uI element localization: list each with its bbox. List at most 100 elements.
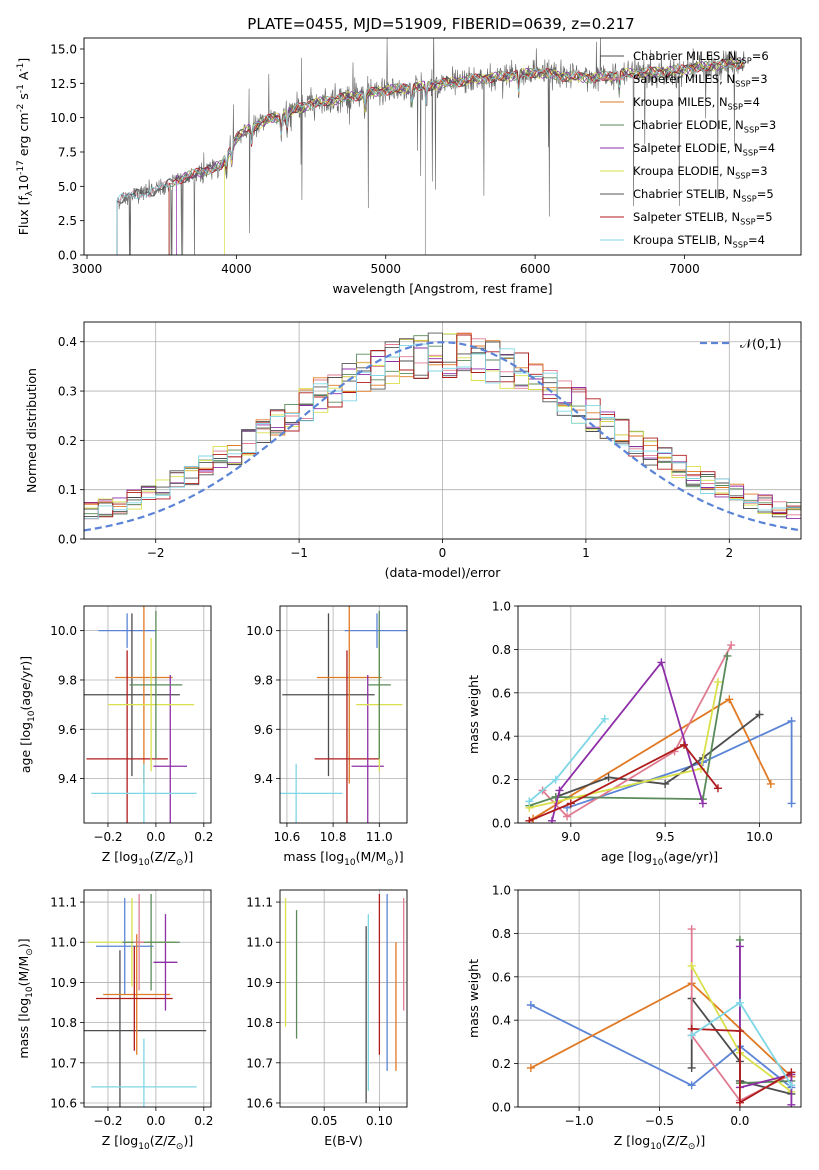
spectrum-model-line	[168, 59, 744, 255]
spectrum-model-line	[223, 58, 745, 255]
y-tick-label: 10.0	[50, 624, 77, 638]
x-tick-label: 10.0	[746, 830, 773, 844]
y-tick-label: 9.6	[254, 723, 273, 737]
y-tick-label: 10.8	[50, 1016, 77, 1030]
mass-vs-Z-frame	[83, 889, 212, 1108]
weight-series-marker	[727, 641, 736, 650]
age-vs-Z-frame	[83, 605, 212, 824]
x-tick-label: 0	[439, 546, 447, 560]
weight-series	[538, 641, 736, 821]
legend-entry: Kroupa ELODIE, NSSP​=3	[633, 164, 768, 180]
y-tick-label: 11.0	[246, 936, 273, 950]
weight-series-marker	[604, 773, 613, 782]
mass-vs-EBV-frame	[279, 889, 408, 1108]
errorbar-point	[115, 606, 173, 784]
weight-series-marker	[687, 961, 696, 970]
weight-series	[687, 1024, 796, 1107]
y-tick-label: 0.8	[492, 643, 511, 657]
x-tick-label: 2	[725, 546, 733, 560]
y-axis-label: mass weight	[466, 675, 481, 754]
weight-series-marker	[725, 695, 734, 704]
y-tick-label: 10.9	[50, 976, 77, 990]
y-tick-label: 0.1	[58, 483, 77, 497]
y-tick-label: 0.2	[58, 434, 77, 448]
errorbar-point	[316, 606, 382, 784]
residuals-axes: −2 −1 0 1 2 0.0 0.1 0.2 0.3 0.4 (data-model)/error…	[24, 321, 802, 580]
x-tick-label: 9.0	[561, 830, 580, 844]
errorbar-point	[103, 934, 171, 1055]
y-tick-label: 0.0	[58, 249, 77, 263]
x-tick-label: −1.0	[565, 1114, 594, 1128]
y-tick-label: 0.2	[492, 1057, 511, 1071]
figure-title: PLATE=0455, MJD=51909, FIBERID=0639, z=0…	[247, 15, 634, 33]
errorbar-point	[95, 898, 154, 995]
weight-vs-Z-marks	[526, 925, 796, 1107]
y-tick-label: 2.5	[58, 214, 77, 228]
errorbar-point	[314, 650, 380, 823]
x-tick-label: 10.8	[320, 830, 347, 844]
y-tick-label: 9.8	[58, 673, 77, 687]
weight-series-marker	[755, 710, 764, 719]
weight-series-marker	[735, 942, 744, 951]
weight-series-marker	[566, 799, 575, 808]
y-tick-label: 7.5	[58, 145, 77, 159]
errorbar-point	[344, 613, 407, 648]
x-axis-label: (data-model)/error	[385, 565, 502, 580]
weight-series-marker	[526, 1063, 535, 1072]
weight-series-line	[691, 1028, 792, 1105]
y-tick-label: 1.0	[492, 600, 511, 614]
weight-series-marker	[657, 658, 666, 667]
x-tick-label: −0.2	[93, 830, 122, 844]
legend-entry: Chabrier MILES, NSSP​=6	[633, 49, 769, 65]
y-tick-label: 0.3	[58, 385, 77, 399]
weight-series-marker	[525, 816, 534, 823]
errorbar-point	[95, 946, 173, 1051]
x-tick-label: 0.10	[366, 1114, 393, 1128]
y-tick-label: 10.7	[50, 1056, 77, 1070]
x-tick-label: 0.2	[194, 1114, 213, 1128]
weight-series-marker	[600, 714, 609, 723]
x-tick-label: 9.5	[656, 830, 675, 844]
x-tick-label: −2	[147, 546, 165, 560]
legend-entry: 𝒩(0,1)	[740, 336, 782, 351]
y-tick-label: 11.1	[246, 896, 273, 910]
errorbar-point	[351, 675, 384, 823]
errorbar-point	[153, 675, 188, 823]
weight-vs-age-frame	[517, 605, 802, 824]
age-vs-Z-axes: −0.2 0.0 0.2 9.4 9.6 9.8 10.0 Z [log10​(Z/Z⊙​)]…	[18, 605, 213, 868]
weight-series-marker	[547, 816, 556, 823]
x-axis-label: Z [log10​(Z/Z⊙​)]	[102, 1133, 193, 1152]
normal-reference-curve	[84, 341, 799, 532]
weight-series-marker	[687, 1031, 696, 1040]
y-tick-label: 15.0	[50, 42, 77, 56]
legend-entry: Salpeter MILES, NSSP​=3	[633, 72, 768, 88]
weight-series-marker	[787, 1068, 796, 1077]
weight-series-marker	[563, 812, 572, 821]
y-tick-label: 9.8	[254, 673, 273, 687]
y-tick-label: 11.1	[50, 896, 77, 910]
weight-series-marker	[735, 1098, 744, 1107]
x-tick-label: −1	[290, 546, 308, 560]
y-tick-label: 1.0	[492, 884, 511, 898]
x-tick-label: 11.0	[366, 830, 393, 844]
y-tick-label: 0.6	[492, 970, 511, 984]
y-tick-label: 0.4	[492, 730, 511, 744]
x-tick-label: 6000	[520, 262, 551, 276]
x-axis-label: age [log10​(age/yr)]	[601, 849, 718, 868]
x-tick-label: 5000	[370, 262, 401, 276]
weight-series-line	[739, 946, 793, 1105]
age-vs-Z-marks	[84, 606, 197, 823]
x-tick-label: 0.0	[146, 1114, 165, 1128]
x-tick-label: −0.5	[645, 1114, 674, 1128]
weight-vs-Z-axes: −1.0 −0.5 0.0 0.0 0.2 0.4 0.6 0.8 1.0 Z [log10​(Z…	[466, 884, 802, 1152]
weight-series-line	[530, 1004, 792, 1089]
mass-vs-EBV-marks	[284, 894, 405, 1103]
y-tick-label: 0.4	[58, 335, 77, 349]
legend-entry: Kroupa STELIB, NSSP​=4	[633, 233, 765, 249]
legend-entry: Chabrier ELODIE, NSSP​=3	[633, 118, 776, 134]
weight-vs-Z-frame	[517, 889, 802, 1108]
weight-vs-age-axes: 9.0 9.5 10.0 0.0 0.2 0.4 0.6 0.8 1.0 age [log10​(…	[466, 600, 802, 868]
weight-series-line	[566, 719, 793, 809]
x-axis-label: E(B-V)	[324, 1133, 363, 1148]
residuals-frame	[83, 321, 802, 540]
